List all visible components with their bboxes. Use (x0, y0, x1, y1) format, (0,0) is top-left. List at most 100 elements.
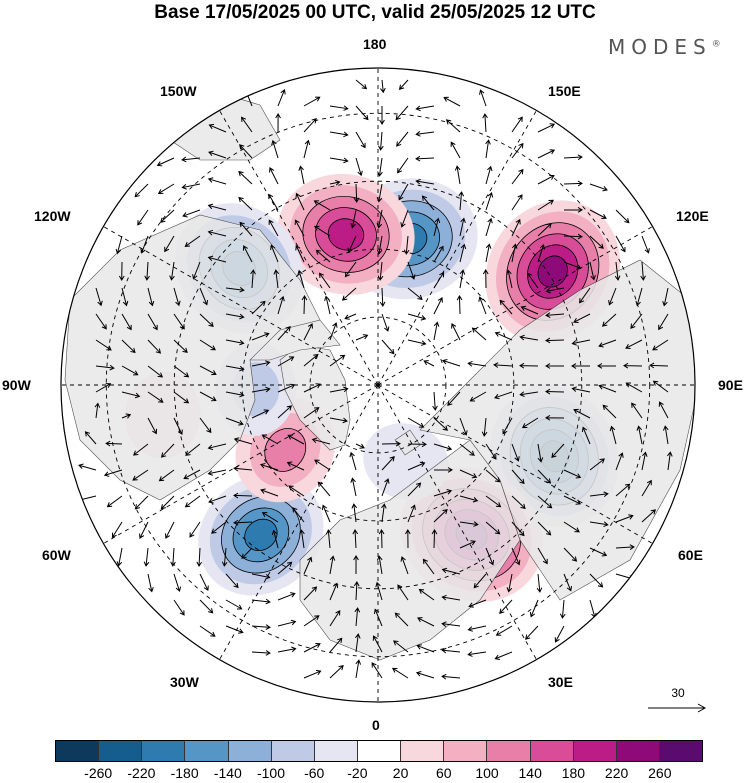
wind-arrow (641, 235, 650, 254)
wind-arrow (143, 547, 150, 567)
wind-arrow (207, 469, 227, 476)
wind-arrow (199, 625, 216, 637)
reference-value: 30 (671, 686, 685, 700)
wind-arrow (329, 157, 349, 164)
wind-arrow (459, 243, 467, 263)
wind-arrow (608, 287, 617, 306)
wind-arrow (631, 402, 643, 419)
wind-arrow (303, 642, 321, 653)
wind-arrow (511, 194, 523, 211)
lon-label-180: 180 (363, 36, 387, 52)
wind-arrow (662, 287, 669, 307)
wind-arrow (431, 529, 438, 549)
colorbar-swatch (228, 741, 272, 761)
wind-arrow (182, 209, 201, 218)
wind-arrow (519, 334, 539, 341)
wind-arrow (350, 209, 357, 229)
wind-arrow (95, 364, 115, 371)
wind-arrow (405, 529, 411, 549)
wind-arrow (225, 625, 244, 634)
wind-arrow (314, 459, 331, 471)
wind-arrow (303, 96, 321, 107)
north-america-landmass (64, 214, 321, 501)
wind-arrow (601, 313, 617, 327)
wind-arrow (485, 443, 497, 460)
wind-arrow (329, 322, 338, 341)
wind-arrow (233, 492, 253, 499)
wind-arrow (211, 521, 227, 534)
wind-arrow (277, 405, 293, 419)
wind-arrow (511, 443, 520, 462)
wind-arrow (121, 413, 132, 419)
colorbar-swatch (99, 741, 143, 761)
wind-arrow (485, 191, 494, 211)
wind-arrow (641, 451, 648, 471)
anomaly-contour (244, 518, 278, 551)
colorbar-tick-label: -100 (256, 765, 286, 781)
meridian-line (219, 384, 379, 660)
wind-arrow (563, 495, 582, 505)
wind-arrow (251, 573, 271, 580)
wind-arrow (450, 141, 461, 159)
lon-label-30e: 30E (548, 674, 573, 690)
wind-arrow (396, 131, 409, 147)
wind-arrow (537, 149, 556, 159)
wind-arrow (397, 157, 409, 174)
wind-arrow (173, 339, 188, 354)
wind-arrow (199, 287, 209, 306)
wind-arrow (173, 391, 190, 404)
wind-arrow (537, 547, 548, 565)
wind-arrow (349, 451, 357, 471)
wind-arrow (355, 659, 362, 679)
wind-arrow (94, 402, 101, 419)
wind-arrow (485, 165, 493, 185)
colorbar-swatch (185, 741, 229, 761)
modes-logo: MODES® (608, 35, 721, 59)
wind-arrow (467, 361, 487, 367)
wind-arrow (433, 417, 448, 431)
wind-arrow (459, 417, 468, 436)
wind-arrow (173, 287, 181, 307)
wind-arrow (433, 443, 453, 451)
wind-arrow (261, 512, 279, 523)
wind-arrow (537, 243, 546, 263)
anomaly-contour (327, 218, 365, 251)
wind-arrow (511, 168, 524, 185)
anomaly-center-high (277, 173, 415, 295)
wind-arrow (111, 521, 123, 539)
wind-arrow (196, 547, 203, 567)
wind-arrow (147, 287, 155, 307)
wind-arrow (551, 443, 565, 459)
wind-arrow (407, 313, 427, 321)
wind-arrow (416, 644, 435, 653)
wind-arrow (469, 391, 487, 402)
lon-label-90w: 90W (2, 377, 31, 393)
meridian-line (103, 384, 379, 544)
wind-arrow (313, 200, 331, 211)
wind-arrow (433, 489, 453, 497)
wind-arrow (303, 669, 322, 679)
lon-label-60e: 60E (678, 547, 703, 563)
wind-arrow (303, 556, 313, 575)
wind-arrow (251, 598, 271, 605)
wind-arrow (353, 183, 360, 203)
wind-arrow (511, 116, 523, 133)
wind-arrow (299, 529, 305, 549)
wind-arrow (391, 667, 409, 679)
wind-arrow (103, 469, 123, 477)
wind-arrow (623, 362, 643, 369)
wind-arrow (381, 456, 395, 471)
wind-arrow (433, 217, 441, 237)
wind-arrow (456, 295, 463, 315)
wind-arrow (377, 157, 383, 177)
lon-label-30w: 30W (170, 674, 199, 690)
wind-arrow (160, 443, 175, 458)
wind-arrow (458, 191, 465, 211)
wind-arrow (325, 529, 332, 549)
wind-arrow (635, 287, 643, 307)
wind-arrow (354, 607, 361, 627)
wind-arrow (478, 296, 487, 315)
wind-arrow (184, 235, 201, 247)
wind-arrow (395, 105, 409, 121)
wind-arrow (147, 313, 158, 331)
